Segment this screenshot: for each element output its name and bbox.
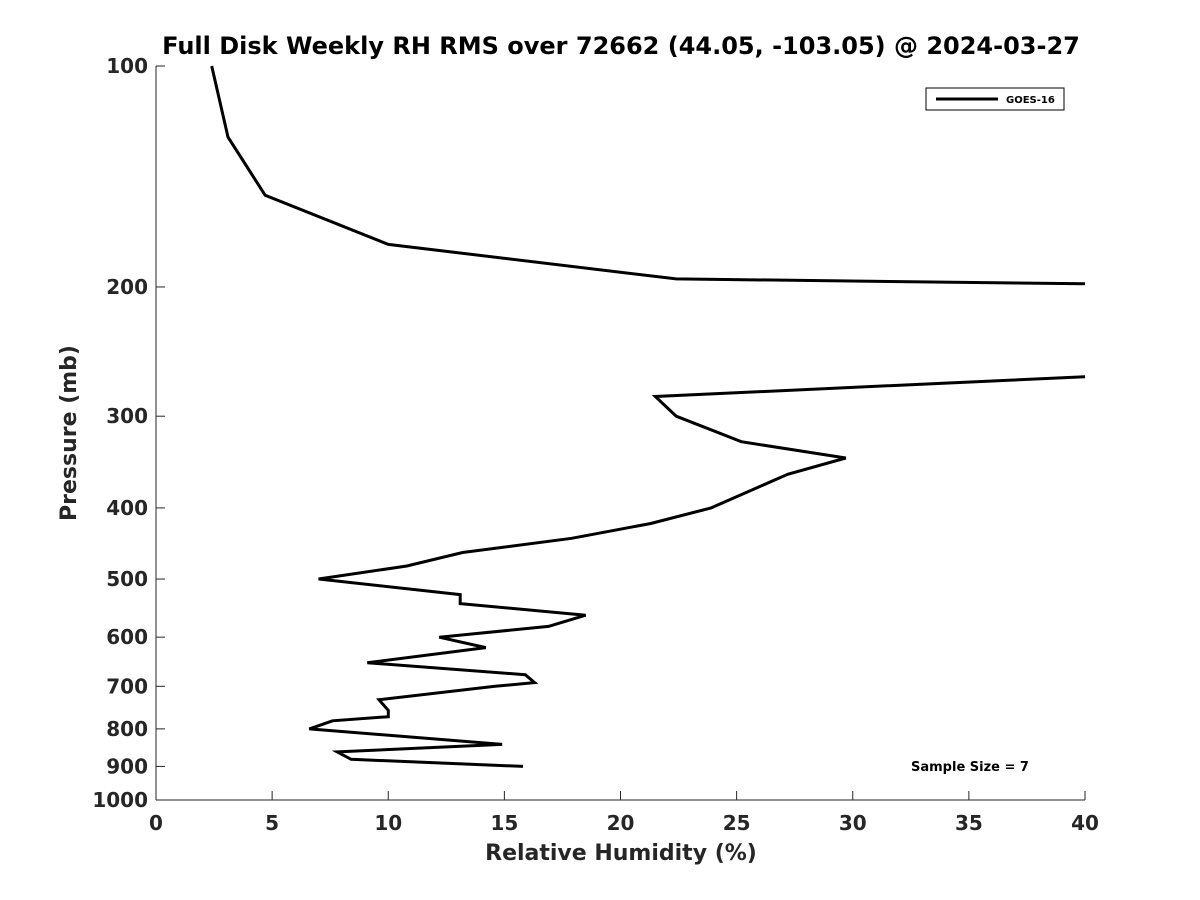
x-tick-label: 5 — [265, 811, 279, 835]
series-line-goes-16-segment-2 — [308, 375, 1086, 768]
y-tick-label: 800 — [106, 717, 148, 741]
y-tick-label: 900 — [106, 754, 148, 778]
legend-label-goes-16: GOES-16 — [1006, 95, 1055, 106]
chart-title: Full Disk Weekly RH RMS over 72662 (44.0… — [162, 32, 1080, 60]
y-tick-label: 200 — [106, 275, 148, 299]
x-tick-label: 30 — [839, 811, 867, 835]
y-tick-label: 600 — [106, 625, 148, 649]
x-tick-label: 15 — [490, 811, 518, 835]
y-tick-label: 500 — [106, 567, 148, 591]
x-axis-label: Relative Humidity (%) — [485, 841, 757, 866]
x-tick-label: 25 — [723, 811, 751, 835]
series-layer — [210, 65, 1086, 768]
x-tick-label: 20 — [607, 811, 635, 835]
y-ticks: 100 200 300 400 500 600 700 800 900 1000 — [92, 54, 165, 812]
sample-size-annotation: Sample Size = 7 — [911, 760, 1029, 775]
y-axis-label: Pressure (mb) — [57, 345, 82, 521]
x-tick-label: 40 — [1071, 811, 1099, 835]
y-tick-label: 400 — [106, 496, 148, 520]
x-tick-label: 10 — [374, 811, 402, 835]
y-tick-label: 700 — [106, 674, 148, 698]
series-line-goes-16-segment-1 — [210, 65, 1086, 286]
x-tick-label: 35 — [955, 811, 983, 835]
y-tick-label: 100 — [106, 54, 148, 78]
axes — [155, 66, 1085, 801]
legend: GOES-16 — [925, 87, 1065, 111]
y-tick-label: 300 — [106, 404, 148, 428]
y-tick-label: 1000 — [92, 788, 148, 812]
x-ticks: 0 5 10 15 20 25 30 35 40 — [149, 791, 1099, 835]
x-tick-label: 0 — [149, 811, 163, 835]
